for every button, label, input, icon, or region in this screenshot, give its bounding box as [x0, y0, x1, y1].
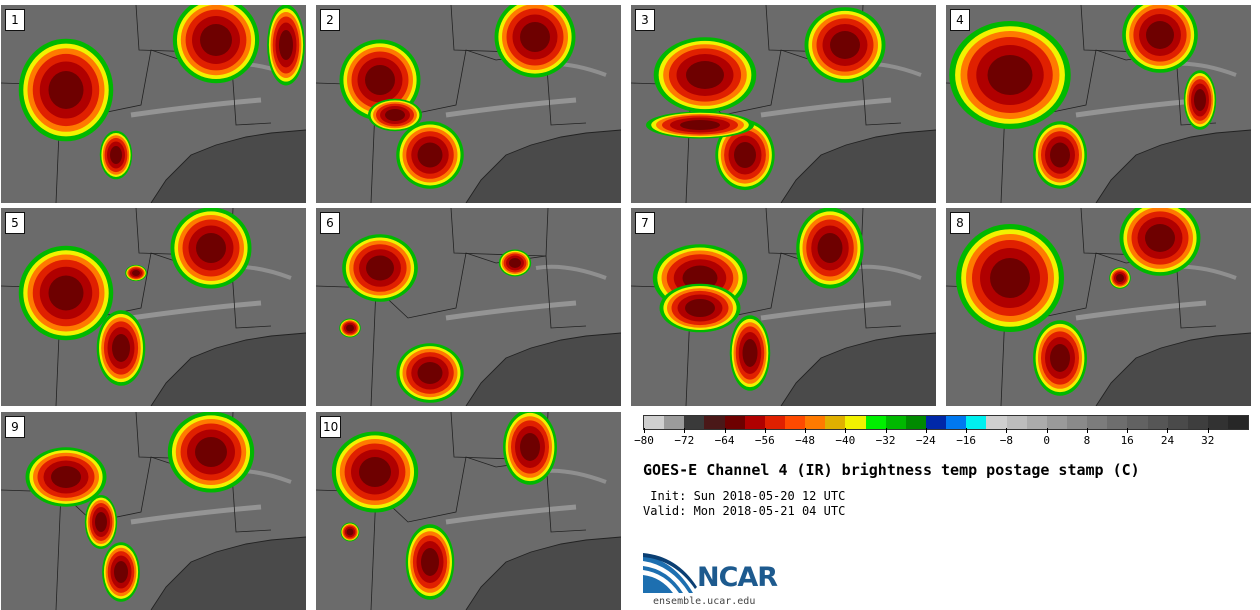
colorbar-swatch	[1046, 416, 1067, 429]
colorbar-swatch	[744, 416, 765, 429]
colorbar-tick	[885, 428, 887, 433]
colorbar-tick-label: 24	[1160, 434, 1175, 447]
colorbar-tick	[1167, 428, 1169, 433]
colorbar-tick-label: −48	[795, 434, 815, 447]
ir-satellite-map	[316, 5, 621, 203]
website-link[interactable]: ensemble.ucar.edu	[653, 596, 756, 607]
colorbar-swatch	[1167, 416, 1188, 429]
ensemble-member-panel: 7	[631, 208, 936, 406]
colorbar-swatch	[885, 416, 906, 429]
ensemble-member-panel: 4	[946, 5, 1251, 203]
colorbar-tick-label: −8	[999, 434, 1014, 447]
colorbar	[643, 415, 1249, 430]
colorbar-swatch	[764, 416, 785, 429]
colorbar-tick-label: 32	[1201, 434, 1215, 447]
ir-satellite-map	[316, 208, 621, 406]
ir-satellite-map	[946, 208, 1251, 406]
ncar-logo	[643, 553, 697, 593]
colorbar-tick	[1086, 428, 1088, 433]
colorbar-swatch	[1066, 416, 1088, 429]
colorbar-tick-label: −56	[754, 434, 775, 447]
ensemble-member-panel: 8	[946, 208, 1251, 406]
colorbar-swatch	[865, 416, 886, 429]
colorbar-tick	[1006, 428, 1008, 433]
member-number-label: 4	[950, 9, 970, 31]
colorbar-tick-label: −80	[634, 434, 654, 447]
member-number-label: 7	[635, 212, 655, 234]
colorbar-swatch	[1207, 416, 1229, 429]
colorbar-tick	[724, 428, 726, 433]
colorbar-swatch	[905, 416, 926, 429]
ir-satellite-map	[946, 5, 1251, 203]
member-number-label: 6	[320, 212, 340, 234]
colorbar-swatch	[805, 416, 826, 429]
colorbar-swatch	[784, 416, 806, 429]
colorbar-swatch	[704, 416, 725, 429]
colorbar-tick-label: −16	[956, 434, 977, 447]
ir-satellite-map	[1, 208, 306, 406]
colorbar-swatch	[1026, 416, 1047, 429]
colorbar-tick-label: −72	[674, 434, 695, 447]
logo-text: NCAR	[697, 562, 778, 593]
colorbar-tick-label: 8	[1083, 434, 1091, 447]
ensemble-member-panel: 9	[1, 412, 306, 610]
ensemble-member-panel: 1	[1, 5, 306, 203]
member-number-label: 2	[320, 9, 340, 31]
valid-time: Valid: Mon 2018-05-21 04 UTC	[643, 504, 846, 518]
colorbar-tick-label: 16	[1120, 434, 1134, 447]
member-number-label: 5	[5, 212, 25, 234]
colorbar-swatch	[684, 416, 705, 429]
ensemble-member-panel: 2	[316, 5, 621, 203]
colorbar-swatch	[1087, 416, 1108, 429]
colorbar-tick	[644, 428, 645, 433]
colorbar-swatch	[1147, 416, 1168, 429]
colorbar-tick	[684, 428, 686, 433]
member-number-label: 9	[5, 416, 25, 438]
colorbar-tick-label: −32	[875, 434, 896, 447]
init-time: Init: Sun 2018-05-20 12 UTC	[643, 489, 846, 503]
colorbar-tick	[925, 428, 927, 433]
ir-satellite-map	[1, 412, 306, 610]
colorbar-tick	[805, 428, 807, 433]
ir-satellite-map	[316, 412, 621, 610]
colorbar-swatch	[845, 416, 866, 429]
figure-title: GOES-E Channel 4 (IR) brightness temp po…	[643, 461, 1140, 479]
ensemble-member-panel: 10	[316, 412, 621, 610]
colorbar-swatch	[1228, 416, 1249, 429]
colorbar-tick	[966, 428, 968, 433]
colorbar-swatch	[1006, 416, 1027, 429]
colorbar-swatch	[664, 416, 685, 429]
colorbar-swatch	[966, 416, 987, 429]
colorbar-tick	[1046, 428, 1048, 433]
colorbar-swatch	[1107, 416, 1128, 429]
colorbar-swatch	[724, 416, 745, 429]
ir-satellite-map	[631, 208, 936, 406]
member-number-label: 1	[5, 9, 25, 31]
colorbar-tick	[764, 428, 766, 433]
member-number-label: 3	[635, 9, 655, 31]
member-number-label: 8	[950, 212, 970, 234]
colorbar-swatch	[1187, 416, 1208, 429]
colorbar-tick-label: 0	[1043, 434, 1050, 447]
colorbar-swatch	[825, 416, 846, 429]
colorbar-tick-label: −64	[714, 434, 735, 447]
colorbar-tick-label: −40	[835, 434, 856, 447]
colorbar-tick	[1127, 428, 1129, 433]
colorbar-swatch	[925, 416, 947, 429]
ensemble-member-panel: 6	[316, 208, 621, 406]
ensemble-member-panel: 3	[631, 5, 936, 203]
colorbar-ticks: −80 −72 −64 −56 −48 −40 −32 −24 −16 −8 0 8 16 24 32	[634, 428, 1249, 450]
member-number-label: 10	[320, 416, 342, 438]
colorbar-swatch	[986, 416, 1007, 429]
colorbar-swatch	[644, 416, 665, 429]
colorbar-tick	[845, 428, 847, 433]
ir-satellite-map	[1, 5, 306, 203]
colorbar-tick-label: −24	[915, 434, 936, 447]
ir-satellite-map	[631, 5, 936, 203]
colorbar-swatch	[1127, 416, 1148, 429]
colorbar-swatch	[946, 416, 967, 429]
colorbar-tick	[1207, 428, 1209, 433]
ensemble-member-panel: 5	[1, 208, 306, 406]
